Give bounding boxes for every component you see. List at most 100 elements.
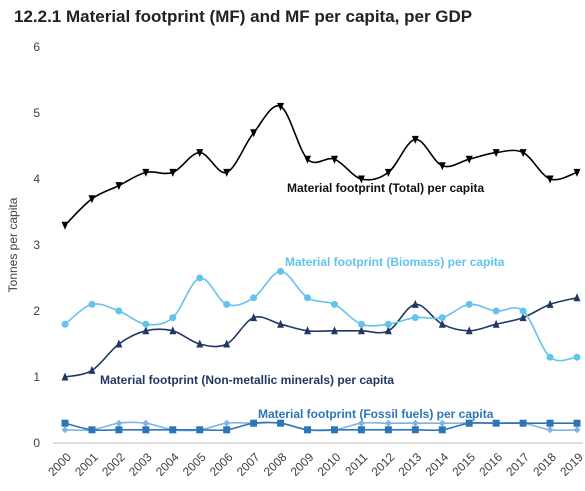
point <box>250 129 258 138</box>
point <box>223 300 231 308</box>
point <box>169 314 177 322</box>
point <box>438 162 446 171</box>
point <box>384 320 392 328</box>
point <box>384 426 392 434</box>
y-tick-label: 0 <box>33 436 40 450</box>
y-tick-label: 4 <box>33 172 40 186</box>
x-tick-label: 2000 <box>45 450 74 479</box>
point <box>465 300 473 308</box>
point <box>223 339 231 348</box>
point <box>411 314 419 322</box>
point <box>250 419 258 427</box>
point <box>438 319 446 328</box>
point <box>384 326 392 335</box>
point <box>61 372 69 381</box>
point <box>411 299 419 308</box>
point <box>142 326 150 335</box>
point <box>277 267 285 275</box>
point <box>492 319 500 328</box>
y-tick-label: 1 <box>33 370 40 384</box>
point <box>546 299 554 308</box>
point <box>304 426 312 434</box>
point <box>250 313 258 322</box>
point <box>115 339 123 348</box>
point <box>411 426 419 434</box>
y-tick-label: 3 <box>33 238 40 252</box>
series-label: Material footprint (Fossil fuels) per ca… <box>258 407 494 421</box>
x-tick-label: 2009 <box>288 450 317 479</box>
y-tick-label: 5 <box>33 106 40 120</box>
point <box>61 426 69 434</box>
point <box>384 168 392 177</box>
y-tick-label: 6 <box>33 40 40 54</box>
point <box>304 155 312 164</box>
point <box>169 426 177 434</box>
point <box>196 274 204 282</box>
x-tick-label: 2002 <box>99 450 128 479</box>
x-tick-label: 2007 <box>234 450 263 479</box>
point <box>88 426 96 434</box>
point <box>277 419 285 427</box>
point <box>115 307 123 315</box>
point <box>546 175 554 184</box>
point <box>142 419 150 427</box>
point <box>304 294 312 302</box>
series-label: Material footprint (Non-metallic mineral… <box>100 373 394 387</box>
x-tick-label: 2018 <box>530 450 559 479</box>
point <box>115 426 123 434</box>
point <box>465 155 473 164</box>
point <box>88 300 96 308</box>
x-tick-label: 2011 <box>342 450 370 478</box>
point <box>196 339 204 348</box>
x-tick-label: 2016 <box>476 450 505 479</box>
point <box>573 426 581 434</box>
x-tick-label: 2005 <box>180 450 209 479</box>
point <box>196 426 204 434</box>
point <box>384 419 392 427</box>
point <box>223 168 231 177</box>
line <box>64 105 578 226</box>
point <box>142 426 150 434</box>
y-tick-label: 2 <box>33 304 40 318</box>
x-tick-label: 2001 <box>72 450 101 479</box>
point <box>115 182 123 191</box>
point <box>88 365 96 374</box>
x-tick-label: 2019 <box>557 450 585 479</box>
point <box>142 320 150 328</box>
point <box>223 426 231 434</box>
line <box>64 270 578 362</box>
x-tick-label: 2008 <box>261 450 290 479</box>
point <box>519 149 527 158</box>
point <box>492 149 500 158</box>
x-tick-label: 2017 <box>503 450 532 479</box>
point <box>223 419 231 427</box>
point <box>357 426 365 434</box>
point <box>546 353 554 361</box>
point <box>411 135 419 144</box>
point <box>573 293 581 302</box>
point <box>61 221 69 230</box>
chart-title: 12.2.1 Material footprint (MF) and MF pe… <box>14 7 472 26</box>
point <box>330 326 338 335</box>
point <box>438 426 446 434</box>
point <box>88 195 96 204</box>
point <box>438 419 446 427</box>
point <box>277 319 285 328</box>
x-tick-label: 2004 <box>153 450 182 479</box>
point <box>465 419 473 427</box>
x-tick-label: 2010 <box>315 450 344 479</box>
x-tick-label: 2003 <box>126 450 155 479</box>
point <box>492 419 500 427</box>
series-label: Material footprint (Biomass) per capita <box>285 255 505 269</box>
x-tick-label: 2013 <box>395 450 424 479</box>
point <box>357 326 365 335</box>
point <box>519 313 527 322</box>
point <box>546 419 554 427</box>
point <box>330 155 338 164</box>
point <box>61 419 69 427</box>
point <box>573 353 581 361</box>
point <box>142 168 150 177</box>
point <box>438 314 446 322</box>
x-tick-label: 2006 <box>207 450 236 479</box>
